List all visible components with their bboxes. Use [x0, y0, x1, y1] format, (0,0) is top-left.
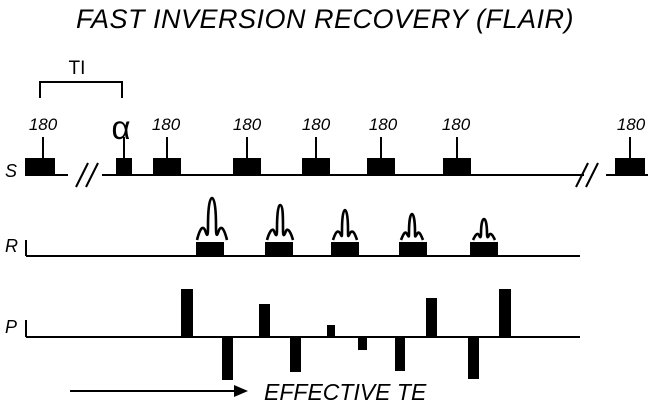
effective-te-arrow [70, 385, 248, 397]
readout-gradient-2 [265, 242, 293, 256]
phase-rewind-5 [499, 289, 511, 337]
phase-encoding-gradients [181, 289, 511, 380]
rf-pulse-inversion-180-next [615, 158, 645, 175]
axis-break-marks [75, 162, 599, 188]
alpha-label: α [111, 109, 130, 146]
rf-pulse-refocus-2 [233, 158, 261, 175]
pulse-label-2: 180 [152, 115, 181, 134]
echo-2 [265, 203, 295, 241]
phase-rewind-3 [358, 337, 367, 350]
readout-gradient-3 [331, 242, 359, 256]
rf-pulse-refocus-5 [443, 158, 471, 175]
rf-pulse-refocus-1 [153, 158, 181, 175]
phase-blip-5 [468, 337, 479, 379]
row-label-readout: R [5, 236, 18, 256]
readout-gradient-4 [399, 242, 427, 256]
phase-rewind-2 [290, 337, 301, 372]
rf-pulse-stems [42, 137, 631, 158]
diagram-title: FAST INVERSION RECOVERY (FLAIR) [76, 4, 574, 34]
phase-blip-4 [395, 337, 405, 371]
readout-gradient-5 [470, 242, 498, 256]
row-label-slice: S [5, 161, 17, 181]
pulse-label-6: 180 [442, 115, 471, 134]
echo-3 [331, 208, 359, 241]
readout-gradient-1 [196, 242, 224, 256]
rf-pulse-alpha [116, 158, 132, 175]
rf-pulse-refocus-4 [367, 158, 395, 175]
echo-4 [399, 212, 425, 241]
rf-pulse-refocus-3 [302, 158, 330, 175]
pulse-label-1: 180 [29, 115, 58, 134]
pulse-label-last: 180 [617, 115, 646, 134]
echo-5 [471, 217, 497, 241]
phase-blip-3 [327, 325, 335, 337]
pulse-label-4: 180 [302, 115, 331, 134]
ti-bracket [39, 81, 123, 98]
phase-blip-2 [259, 304, 270, 337]
pulse-label-3: 180 [233, 115, 262, 134]
pulse-label-5: 180 [369, 115, 398, 134]
rf-pulse-inversion-180 [25, 158, 55, 175]
phase-rewind-1 [222, 337, 233, 380]
effective-te-label: EFFECTIVE TE [264, 379, 427, 405]
phase-rewind-4 [426, 298, 437, 337]
phase-blip-1 [181, 289, 193, 337]
row-label-phase: P [5, 317, 17, 337]
phase-axis [25, 320, 580, 338]
echo-1 [195, 196, 229, 241]
ti-label: TI [69, 58, 86, 79]
echo-signals [195, 196, 497, 241]
